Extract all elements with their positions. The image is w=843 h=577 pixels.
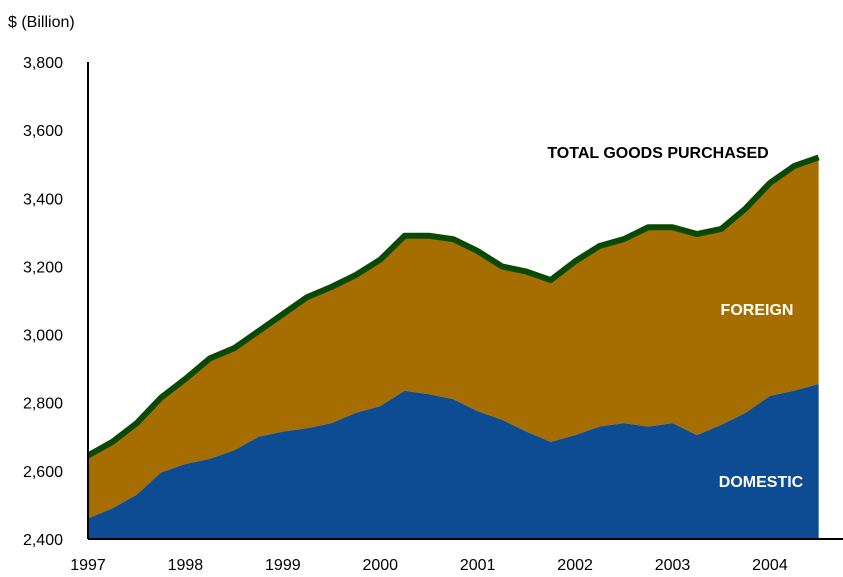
- y-tick-labels: 2,400 2,600 2,800 3,000 3,200 3,400 3,600 3,800: [23, 55, 63, 549]
- x-tick-label: 2001: [460, 557, 496, 574]
- y-tick-label: 2,400: [23, 532, 63, 549]
- x-tick-label: 1998: [168, 557, 204, 574]
- total-goods-line: [86, 154, 820, 459]
- y-unit-label: $ (Billion): [8, 14, 75, 31]
- x-tick-label: 1999: [265, 557, 301, 574]
- y-tick-label: 3,600: [23, 123, 63, 140]
- domestic-area: [88, 383, 819, 539]
- total-goods-label: TOTAL GOODS PURCHASED: [547, 145, 768, 162]
- foreign-area: [88, 157, 819, 519]
- x-tick-label: 2002: [557, 557, 593, 574]
- area-layer: [88, 157, 819, 539]
- x-tick-label: 1997: [70, 557, 106, 574]
- x-tick-label: 2000: [362, 557, 398, 574]
- y-tick-label: 3,000: [23, 328, 63, 345]
- y-tick-label: 3,800: [23, 55, 63, 72]
- domestic-label: DOMESTIC: [719, 474, 804, 491]
- x-tick-labels: 1997 1998 1999 2000 2001 2002 2003 2004: [70, 557, 788, 574]
- foreign-label: FOREIGN: [721, 302, 794, 319]
- x-tick-label: 2004: [752, 557, 788, 574]
- y-tick-label: 2,600: [23, 464, 63, 481]
- axes: [87, 62, 843, 540]
- y-tick-label: 2,800: [23, 396, 63, 413]
- total-line-layer: [86, 154, 820, 459]
- y-tick-label: 3,400: [23, 191, 63, 208]
- x-tick-label: 2003: [655, 557, 691, 574]
- y-tick-label: 3,200: [23, 259, 63, 276]
